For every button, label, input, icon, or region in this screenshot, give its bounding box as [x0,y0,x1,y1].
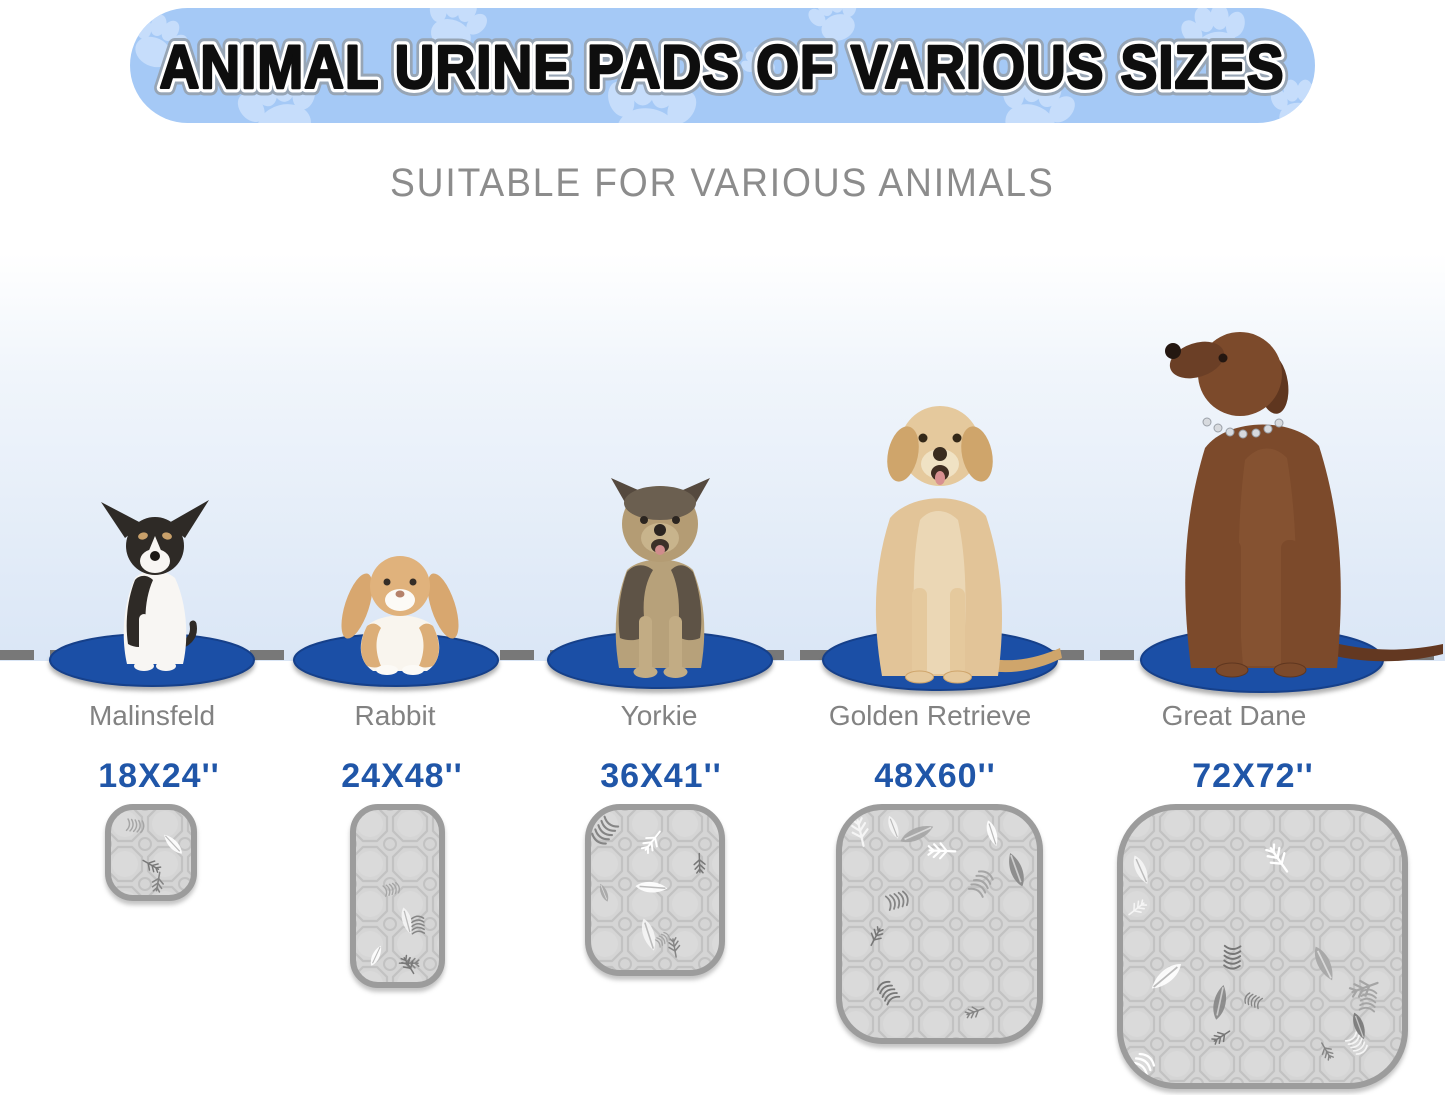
pad-preview-18x24 [105,804,197,901]
svg-text:ANIMAL URINE PADS OF VARIOUS S: ANIMAL URINE PADS OF VARIOUS SIZES [160,33,1285,101]
animal-name-label: Yorkie [620,700,698,731]
pad-size-label: 18X24'' [98,757,220,795]
paw-print-pattern-icon [135,8,1315,123]
banner-title: ANIMAL URINE PADS OF VARIOUS SIZES ANIMA… [152,26,1291,109]
animal-name-label: Malinsfeld [88,700,216,731]
subtitle: SUITABLE FOR VARIOUS ANIMALS [390,161,1055,205]
great-dane-photo [1055,320,1445,688]
pad-size-label: 24X48'' [341,757,463,795]
pad-size-label: 72X72'' [1192,757,1314,795]
svg-text:ANIMAL URINE PADS OF VARIOUS S: ANIMAL URINE PADS OF VARIOUS SIZES [160,33,1285,101]
pad-preview-24x48 [350,804,445,988]
golden-retriever-photo [828,388,1063,688]
rabbit-photo [331,544,469,676]
pad-preview-36x41 [585,804,725,976]
yorkie-photo [583,470,738,678]
animal-name-label: Rabbit [354,700,436,731]
pad-preview-48x60 [836,804,1043,1044]
animal-name-label: Great Dane [1161,700,1307,731]
chihuahua-photo [95,496,215,674]
svg-text:ANIMAL URINE PADS OF VARIOUS S: ANIMAL URINE PADS OF VARIOUS SIZES [160,33,1285,101]
animal-name-label: Golden Retrieve [828,700,1032,731]
title-banner: ANIMAL URINE PADS OF VARIOUS SIZES ANIMA… [130,8,1315,123]
pad-size-label: 36X41'' [600,757,722,795]
pad-size-label: 48X60'' [874,757,996,795]
pad-preview-72x72 [1117,804,1408,1089]
